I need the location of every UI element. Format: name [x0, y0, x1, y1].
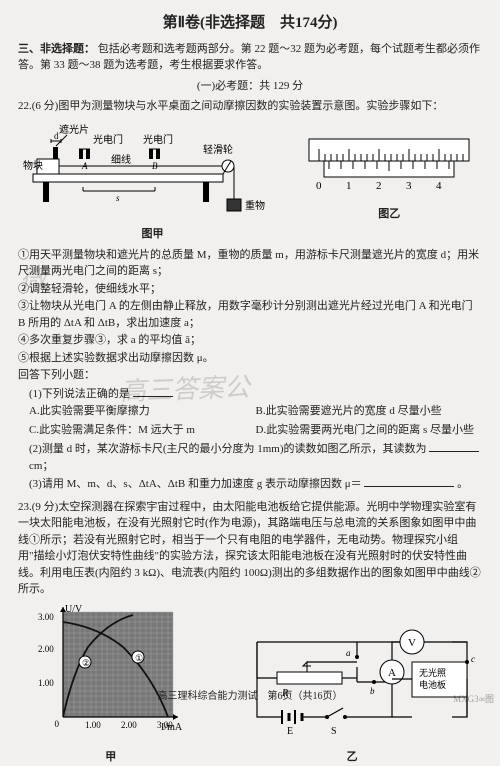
- blank-sub3: [364, 477, 454, 487]
- q22-sub3: (3)请用 M、m、d、s、ΔtA、ΔtB 和重力加速度 g 表示动摩擦因数 μ…: [29, 476, 482, 493]
- page-title: 第Ⅱ卷(非选择题 共174分): [18, 12, 482, 35]
- tick-0: 0: [316, 180, 322, 192]
- node-c: c: [471, 654, 475, 664]
- circuit-diagram: V A 无光照 电池板 E S: [227, 622, 477, 742]
- curve1-label: ①: [135, 653, 143, 663]
- q22-stem: 22.(6 分)图甲为测量物块与水平桌面之间动摩擦因数的实验装置示意图。实验步骤…: [18, 98, 482, 115]
- section-label: 三、非选择题：: [18, 43, 95, 55]
- step-2: ②调整轻滑轮，使细线水平；: [18, 281, 482, 298]
- cell-line2: 电池板: [419, 679, 446, 690]
- q22-options: A.此实验需要平衡摩擦力 B.此实验需要遮光片的宽度 d 尽量小些 C.此实验需…: [29, 402, 482, 439]
- corner-watermark: MXG3∞图: [453, 693, 494, 707]
- section-three: 三、非选择题： 包括必考题和选考题两部分。第 22 题～32 题为必考题，每个试…: [18, 41, 482, 74]
- label-weight: 重物: [245, 199, 265, 212]
- label-s: s: [116, 193, 120, 203]
- ytick3: 3.00: [38, 612, 54, 622]
- step-3: ③让物块从光电门 A 的左侧由静止释放，用数字毫秒计分别测出遮光片经过光电门 A…: [18, 298, 482, 331]
- label-shade: 遮光片: [59, 123, 89, 136]
- q22-sub3-text: (3)请用 M、m、d、s、ΔtA、ΔtB 和重力加速度 g 表示动摩擦因数 μ…: [29, 478, 362, 490]
- q22-sub2: (2)测量 d 时，某次游标卡尺(主尺的最小分度为 1mm)的读数如图乙所示，其…: [29, 441, 482, 474]
- page-footer: 高三理科综合能力测试 第6页（共16页）: [0, 689, 500, 704]
- step-5: ⑤根据上述实验数据求出动摩擦因数 μ。: [18, 350, 482, 367]
- ytick1: 1.00: [38, 678, 54, 688]
- fig-yi: 0 1 2 3 4 图乙: [296, 119, 482, 223]
- q23-stem: 23.(9 分)太空探测器在探索宇宙过程中，由太阳能电池板给它提供能源。光明中学…: [18, 499, 482, 598]
- opt-b: B.此实验需要遮光片的宽度 d 尽量小些: [256, 403, 483, 420]
- apparatus-diagram: d A B s 遮光片 光电门 光: [23, 119, 283, 219]
- q22-sub1-text: (1)下列说法正确的是: [29, 388, 130, 400]
- ylabel: U/V: [65, 604, 83, 615]
- ytick2: 2.00: [38, 644, 54, 654]
- curve2-label: ②: [82, 658, 90, 668]
- label-thread: 细线: [111, 153, 131, 166]
- label-gate-a: 光电门: [93, 133, 123, 146]
- fig-jia: d A B s 遮光片 光电门 光: [18, 119, 287, 243]
- xtick3: 3.00: [157, 720, 173, 730]
- part-a-heading: (一)必考题：共 129 分: [18, 78, 482, 95]
- ytick0: 0: [55, 719, 60, 729]
- xtick2: 2.00: [121, 720, 137, 730]
- caliper-diagram: 0 1 2 3 4: [304, 119, 474, 199]
- opt-d: D.此实验需要两光电门之间的距离 s 尽量小些: [256, 422, 483, 439]
- step-4: ④多次重复步骤③，求 a 的平均值 ā；: [18, 332, 482, 349]
- fig-yi-caption: 图乙: [296, 206, 482, 223]
- q22-sub1: (1)下列说法正确的是: [29, 386, 482, 403]
- opt-c: C.此实验需满足条件：M 远大于 m: [29, 422, 256, 439]
- fig-circuit-caption: 乙: [222, 749, 482, 766]
- fig-chart-caption: 甲: [18, 749, 204, 766]
- tick-4: 4: [436, 180, 442, 192]
- tick-1: 1: [346, 180, 352, 192]
- tick-2: 2: [376, 180, 382, 192]
- q23-figures: ① ② U/V I/mA 0 1.00 2.00 3.00 1.00 2.00 …: [18, 602, 482, 766]
- cell-line1: 无光照: [419, 667, 446, 678]
- q22-sub2-unit: cm；: [29, 460, 53, 472]
- q22-figures: d A B s 遮光片 光电门 光: [18, 119, 482, 243]
- label-gate-b: 光电门: [143, 133, 173, 146]
- uv-chart: ① ② U/V I/mA 0 1.00 2.00 3.00 1.00 2.00 …: [33, 602, 188, 742]
- blank-sub1: [133, 387, 173, 397]
- opt-a: A.此实验需要平衡摩擦力: [29, 403, 256, 420]
- ammeter-label: A: [388, 667, 396, 679]
- q22-sub3-end: 。: [457, 478, 468, 490]
- voltmeter-label: V: [408, 637, 416, 649]
- xtick1: 1.00: [85, 720, 101, 730]
- label-pulley: 轻滑轮: [203, 143, 233, 156]
- node-a: a: [346, 648, 351, 658]
- step-1: ①用天平测量物块和遮光片的总质量 M，重物的质量 m，用游标卡尺测量遮光片的宽度…: [18, 247, 482, 280]
- label-e: E: [287, 726, 293, 737]
- q22-sub2-text: (2)测量 d 时，某次游标卡尺(主尺的最小分度为 1mm)的读数如图乙所示，其…: [29, 443, 427, 455]
- fig-jia-caption: 图甲: [18, 226, 287, 243]
- fig-chart: ① ② U/V I/mA 0 1.00 2.00 3.00 1.00 2.00 …: [18, 602, 204, 766]
- label-block: 物块: [23, 159, 43, 172]
- blank-sub2: [429, 442, 479, 452]
- label-s: S: [331, 726, 337, 737]
- step-ask: 回答下列小题：: [18, 367, 482, 384]
- tick-3: 3: [406, 180, 412, 192]
